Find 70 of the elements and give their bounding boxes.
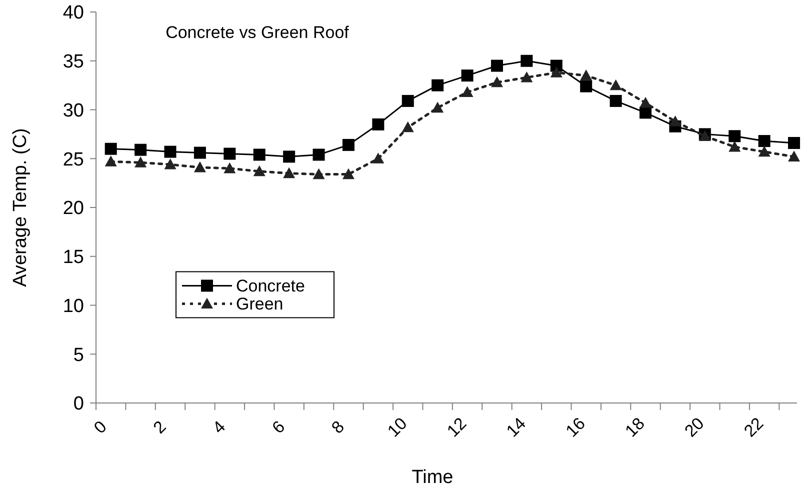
point — [520, 71, 533, 82]
point — [758, 146, 770, 157]
point — [461, 86, 474, 97]
point — [224, 162, 236, 174]
point — [490, 60, 503, 72]
x-tick-label: 16 — [562, 414, 589, 441]
point — [432, 79, 444, 92]
point — [788, 136, 800, 149]
x-tick-label: 12 — [443, 414, 470, 441]
y-tick-label: 35 — [62, 52, 84, 73]
point — [490, 76, 503, 88]
x-tick-label: 0 — [90, 417, 110, 438]
y-tick-label: 25 — [62, 149, 84, 170]
point — [312, 148, 325, 161]
point — [432, 102, 444, 113]
point — [104, 142, 117, 155]
point — [342, 138, 354, 151]
y-tick-label: 30 — [62, 100, 84, 122]
x-tick-label: 20 — [680, 414, 708, 441]
point — [283, 150, 296, 163]
x-tick-label: 10 — [384, 414, 411, 441]
y-tick-label: 15 — [62, 247, 84, 268]
point — [134, 156, 147, 168]
point — [104, 156, 117, 166]
y-tick-label: 10 — [62, 296, 84, 317]
point — [640, 106, 652, 119]
point — [610, 94, 622, 107]
point — [640, 96, 652, 108]
x-tick-label: 14 — [502, 414, 530, 441]
point — [194, 146, 206, 159]
y-tick-label: 5 — [73, 344, 84, 366]
point — [372, 152, 384, 164]
y-tick-label: 0 — [73, 394, 84, 415]
x-tick-label: 2 — [150, 417, 170, 438]
point — [402, 121, 414, 132]
point — [372, 118, 384, 130]
point — [253, 165, 266, 176]
point — [224, 148, 236, 160]
x-tick-label: 4 — [209, 417, 230, 438]
x-tick-label: 6 — [268, 417, 289, 438]
x-axis-title: Time — [412, 467, 454, 488]
y-tick-label: 40 — [62, 2, 84, 24]
point — [520, 54, 533, 67]
point — [283, 167, 296, 178]
text: Concrete vs Green Roof — [166, 23, 350, 42]
point — [194, 161, 206, 172]
point — [253, 148, 266, 161]
point — [164, 158, 176, 170]
y-axis-title: Average Temp. (C) — [10, 128, 31, 287]
x-tick-label: 8 — [328, 417, 348, 438]
point — [342, 168, 354, 180]
point — [610, 79, 622, 90]
point — [312, 168, 325, 180]
point — [758, 135, 770, 148]
point — [788, 150, 800, 162]
point — [580, 80, 592, 92]
x-tick-label: 18 — [622, 414, 648, 441]
point — [164, 146, 176, 158]
point — [134, 144, 147, 156]
point — [728, 130, 741, 142]
x-tick-label: 22 — [740, 414, 768, 441]
point — [580, 70, 592, 80]
point — [461, 70, 474, 82]
legend-label: Green — [236, 294, 284, 314]
point — [728, 140, 741, 152]
y-tick-label: 20 — [62, 198, 84, 220]
legend-label: Concrete — [236, 276, 305, 296]
point — [550, 66, 562, 78]
point — [669, 115, 682, 126]
point — [402, 94, 414, 107]
